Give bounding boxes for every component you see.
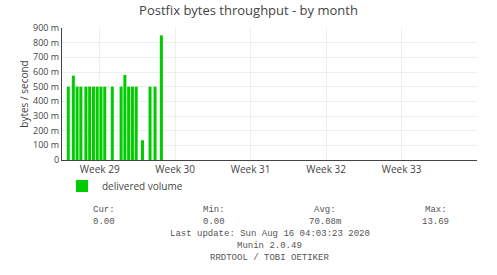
svg-text:600 m: 600 m <box>33 65 59 78</box>
svg-text:300 m: 300 m <box>33 109 59 122</box>
svg-text:900 m: 900 m <box>33 21 59 34</box>
svg-text:Cur:: Cur: <box>93 205 115 215</box>
svg-text:100 m: 100 m <box>33 138 59 151</box>
svg-text:Min:: Min: <box>203 205 225 215</box>
svg-text:Week 31: Week 31 <box>231 162 271 176</box>
svg-text:Week 33: Week 33 <box>382 162 422 176</box>
svg-text:0.00: 0.00 <box>93 217 115 227</box>
svg-text:500 m: 500 m <box>33 80 59 93</box>
svg-text:0: 0 <box>54 153 59 166</box>
svg-text:700 m: 700 m <box>33 50 59 63</box>
svg-text:Munin 2.0.49: Munin 2.0.49 <box>237 241 302 251</box>
svg-text:Week 29: Week 29 <box>80 162 120 176</box>
svg-text:Avg:: Avg: <box>314 205 336 215</box>
svg-text:0.00: 0.00 <box>203 217 225 227</box>
svg-text:70.08m: 70.08m <box>309 217 341 227</box>
svg-text:Postfix bytes throughput - by: Postfix bytes throughput - by month <box>139 1 358 19</box>
svg-text:bytes / second: bytes / second <box>17 60 31 127</box>
svg-text:Last update: Sun Aug 16 04:03:: Last update: Sun Aug 16 04:03:23 2020 <box>170 229 370 239</box>
svg-text:400 m: 400 m <box>33 94 59 107</box>
svg-text:Week 30: Week 30 <box>155 162 195 176</box>
svg-text:RRDTOOL / TOBI OETIKER: RRDTOOL / TOBI OETIKER <box>210 253 329 263</box>
svg-text:Week 32: Week 32 <box>306 162 346 176</box>
svg-text:Max:: Max: <box>425 205 447 215</box>
svg-text:200 m: 200 m <box>33 124 59 137</box>
svg-text:delivered volume: delivered volume <box>102 179 183 193</box>
svg-text:13.69: 13.69 <box>422 217 449 227</box>
svg-text:800 m: 800 m <box>33 36 59 49</box>
